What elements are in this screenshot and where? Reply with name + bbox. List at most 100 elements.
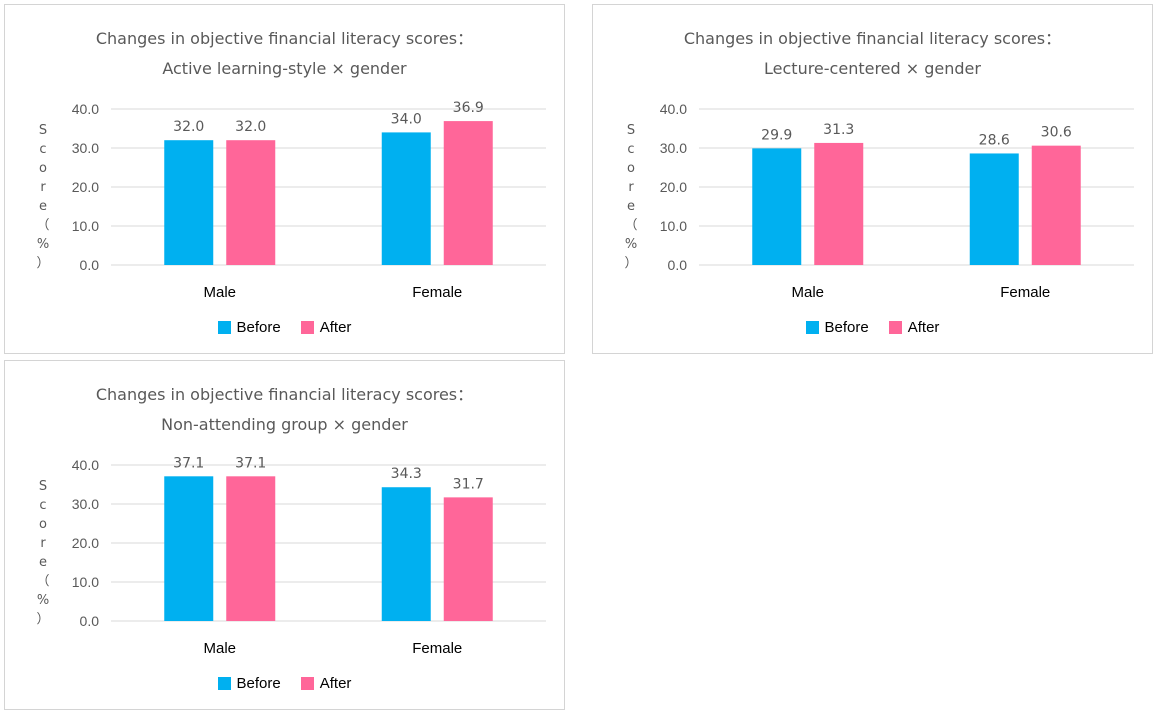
chart-panel-lecture-centered: Changes in objective financial literacy … xyxy=(592,4,1153,354)
chart-plot: 0.0 10.0 20.0 30.0 40.0 29.9 31.3 Male 28.6 30.6 F… xyxy=(660,101,1134,301)
x-category-label: Female xyxy=(1000,284,1050,301)
data-label: 34.3 xyxy=(391,466,422,482)
bar-before xyxy=(381,487,431,621)
y-axis-label-char: ） xyxy=(36,256,50,271)
bar-before xyxy=(164,476,214,621)
y-axis-label: S c o r e （ % ） xyxy=(35,121,51,273)
y-tick-label: 10.0 xyxy=(72,218,99,234)
legend-item-after: After xyxy=(888,319,940,336)
y-axis-label-char: r xyxy=(40,536,46,551)
chart-plot: 0.0 10.0 20.0 30.0 40.0 32.0 32.0 Male 34.0 36.9 F… xyxy=(72,100,546,301)
y-axis-label-char: （ xyxy=(624,218,638,233)
y-tick-label: 20.0 xyxy=(660,179,687,195)
y-axis-label-char: （ xyxy=(36,218,50,233)
y-axis-label-char: c xyxy=(39,498,47,513)
legend-item-before: Before xyxy=(805,319,869,336)
legend-label-after: After xyxy=(319,319,352,336)
legend-item-after: After xyxy=(300,675,352,692)
legend-item-before: Before xyxy=(217,675,281,692)
bar-after xyxy=(226,140,276,265)
x-category-label: Female xyxy=(412,640,462,657)
bar-after xyxy=(443,121,493,265)
y-tick-label: 20.0 xyxy=(72,179,99,195)
y-tick-label: 0.0 xyxy=(80,613,100,629)
bar-after xyxy=(226,476,276,621)
chart-panel-non-attending: Changes in objective financial literacy … xyxy=(4,360,565,710)
y-tick-label: 0.0 xyxy=(80,257,100,273)
bar-before xyxy=(164,140,214,265)
bar-before xyxy=(969,153,1019,265)
y-tick-label: 40.0 xyxy=(72,101,99,117)
x-category-label: Female xyxy=(412,284,462,301)
y-axis-label-char: o xyxy=(627,161,635,176)
chart-title-line2: Lecture-centered × gender xyxy=(764,59,981,78)
chart-panel-active-learning: Changes in objective financial literacy … xyxy=(4,4,565,354)
y-axis-label: S c o r e （ % ） xyxy=(623,121,639,273)
legend-swatch-before xyxy=(217,321,231,334)
chart-legend: Before After xyxy=(5,319,564,336)
x-category-label: Male xyxy=(203,640,236,657)
data-label: 31.7 xyxy=(453,476,484,492)
y-axis-label-char: c xyxy=(39,142,47,157)
y-tick-label: 30.0 xyxy=(72,140,99,156)
chart-title-line1: Changes in objective financial literacy … xyxy=(683,29,1062,48)
data-label: 30.6 xyxy=(1041,125,1072,141)
y-tick-label: 30.0 xyxy=(72,496,99,512)
data-label: 29.9 xyxy=(761,127,792,143)
legend-label-before: Before xyxy=(824,319,869,336)
bar-after xyxy=(1031,145,1081,265)
legend-label-before: Before xyxy=(236,319,281,336)
x-category-label: Male xyxy=(791,284,824,301)
y-axis-label-char: c xyxy=(627,142,635,157)
y-tick-label: 20.0 xyxy=(72,535,99,551)
chart-legend: Before After xyxy=(5,675,564,692)
data-label: 31.3 xyxy=(823,122,854,138)
data-label: 36.9 xyxy=(453,100,484,116)
y-axis-label-char: e xyxy=(39,555,47,570)
y-tick-label: 10.0 xyxy=(72,574,99,590)
data-label: 34.0 xyxy=(391,111,422,127)
y-axis-label-char: o xyxy=(39,161,47,176)
legend-swatch-before xyxy=(217,677,231,690)
data-label: 32.0 xyxy=(173,119,204,135)
legend-item-before: Before xyxy=(217,319,281,336)
data-label: 28.6 xyxy=(979,132,1010,148)
y-tick-label: 40.0 xyxy=(72,457,99,473)
y-tick-label: 40.0 xyxy=(660,101,687,117)
chart-title-line2: Active learning-style × gender xyxy=(162,59,407,78)
legend-swatch-after xyxy=(300,677,314,690)
y-axis-label-char: （ xyxy=(36,574,50,589)
data-label: 37.1 xyxy=(235,455,266,471)
y-axis-label-char: r xyxy=(40,180,46,195)
x-category-label: Male xyxy=(203,284,236,301)
y-tick-label: 30.0 xyxy=(660,140,687,156)
y-axis-label-char: S xyxy=(38,479,48,494)
y-axis-label-char: o xyxy=(39,517,47,532)
legend-label-after: After xyxy=(907,319,940,336)
y-axis-label: S c o r e （ % ） xyxy=(35,477,51,629)
bar-after xyxy=(814,142,864,265)
y-tick-label: 0.0 xyxy=(668,257,688,273)
bar-before xyxy=(752,148,802,265)
y-axis-label-char: % xyxy=(36,237,50,252)
bar-after xyxy=(443,497,493,621)
legend-swatch-before xyxy=(805,321,819,334)
y-tick-label: 10.0 xyxy=(660,218,687,234)
legend-label-after: After xyxy=(319,675,352,692)
chart-legend: Before After xyxy=(593,319,1152,336)
y-axis-label-char: e xyxy=(39,199,47,214)
y-axis-label-char: e xyxy=(627,199,635,214)
chart-title-line2: Non-attending group × gender xyxy=(161,415,408,434)
y-axis-label-char: S xyxy=(38,123,48,138)
bar-before xyxy=(381,132,431,265)
y-axis-label-char: S xyxy=(626,123,636,138)
y-axis-label-char: ） xyxy=(36,612,50,627)
legend-swatch-after xyxy=(888,321,902,334)
data-label: 37.1 xyxy=(173,455,204,471)
chart-plot: 0.0 10.0 20.0 30.0 40.0 37.1 37.1 Male 34.3 31.7 F… xyxy=(72,455,546,657)
data-label: 32.0 xyxy=(235,119,266,135)
y-axis-label-char: r xyxy=(628,180,634,195)
legend-label-before: Before xyxy=(236,675,281,692)
y-axis-label-char: % xyxy=(36,593,50,608)
legend-swatch-after xyxy=(300,321,314,334)
